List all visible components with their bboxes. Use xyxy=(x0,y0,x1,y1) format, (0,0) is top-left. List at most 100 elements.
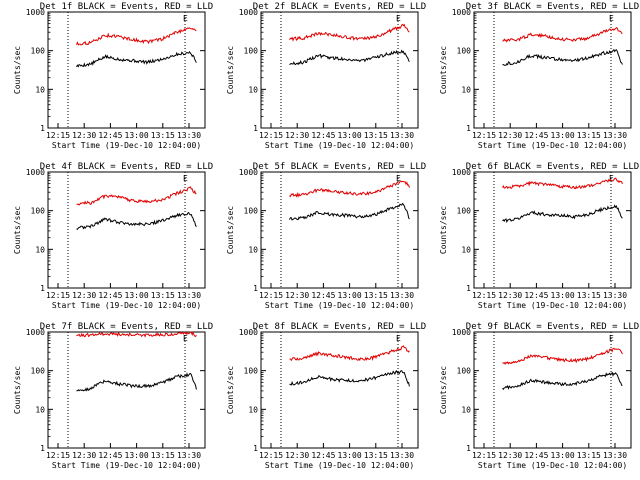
x-tick-label: 12:30 xyxy=(498,131,522,140)
lld-series-line xyxy=(289,180,410,198)
x-tick-label: 12:45 xyxy=(524,451,548,460)
plot-frame xyxy=(47,11,206,129)
y-tick-label: 10 xyxy=(461,245,471,254)
events-series-line xyxy=(76,50,197,68)
x-tick-label: 13:00 xyxy=(125,451,149,460)
x-tick-label: 13:30 xyxy=(177,131,201,140)
x-tick-label: 13:00 xyxy=(551,451,575,460)
y-tick-label: 1000 xyxy=(26,8,45,17)
x-tick-label: 13:15 xyxy=(577,451,601,460)
y-tick-label: 1000 xyxy=(239,328,258,337)
y-tick-label: 1000 xyxy=(26,328,45,337)
x-tick-label: 13:15 xyxy=(151,291,175,300)
lld-series-line xyxy=(76,331,197,338)
x-tick-label: 13:00 xyxy=(551,291,575,300)
marker-label: E xyxy=(609,334,614,343)
y-tick-label: 1 xyxy=(253,124,258,133)
y-axis-label: Counts/sec xyxy=(439,46,448,94)
x-axis-label: Start Time (19-Dec-10 12:04:00) xyxy=(478,461,627,470)
x-axis-label: Start Time (19-Dec-10 12:04:00) xyxy=(478,301,627,310)
lld-series-line xyxy=(76,186,197,206)
x-tick-label: 12:15 xyxy=(472,291,496,300)
y-tick-label: 1000 xyxy=(452,328,471,337)
x-axis-label: Start Time (19-Dec-10 12:04:00) xyxy=(265,301,414,310)
y-tick-label: 1000 xyxy=(26,168,45,177)
x-axis-label: Start Time (19-Dec-10 12:04:00) xyxy=(52,461,201,470)
y-axis-label: Counts/sec xyxy=(226,46,235,94)
x-tick-label: 13:15 xyxy=(364,451,388,460)
chart-title: Det 5f BLACK = Events, RED = LLD xyxy=(253,162,426,172)
detector-chart: Det 3f BLACK = Events, RED = LLD 1 10 100 10… xyxy=(439,2,639,150)
lld-series-line xyxy=(502,347,623,366)
lld-series-line xyxy=(502,177,623,190)
y-tick-label: 10 xyxy=(35,405,45,414)
x-tick-label: 13:15 xyxy=(577,131,601,140)
y-tick-label: 100 xyxy=(31,47,46,56)
marker-label: E xyxy=(396,174,401,183)
x-tick-label: 13:15 xyxy=(364,131,388,140)
marker-label: E xyxy=(396,14,401,23)
x-tick-label: 13:30 xyxy=(390,291,414,300)
detector-chart: Det 1f BLACK = Events, RED = LLD 1 10 100 10… xyxy=(13,2,213,150)
y-tick-label: 100 xyxy=(457,207,472,216)
y-tick-label: 1 xyxy=(253,444,258,453)
chart-title: Det 4f BLACK = Events, RED = LLD xyxy=(40,162,213,172)
x-tick-label: 12:15 xyxy=(46,131,70,140)
x-tick-label: 13:00 xyxy=(551,131,575,140)
y-tick-label: 1000 xyxy=(239,8,258,17)
lld-series-line xyxy=(502,27,623,43)
x-tick-label: 12:30 xyxy=(72,131,96,140)
lld-series-line xyxy=(76,27,197,46)
y-tick-label: 1 xyxy=(466,444,471,453)
y-tick-label: 1 xyxy=(40,444,45,453)
x-tick-label: 12:45 xyxy=(524,131,548,140)
events-series-line xyxy=(289,202,410,221)
x-tick-label: 12:30 xyxy=(72,451,96,460)
y-tick-label: 100 xyxy=(244,207,259,216)
detector-chart: Det 2f BLACK = Events, RED = LLD 1 10 100 10… xyxy=(226,2,426,150)
x-tick-label: 13:30 xyxy=(603,451,627,460)
events-series-line xyxy=(502,48,623,66)
marker-label: E xyxy=(609,14,614,23)
events-series-line xyxy=(502,204,623,224)
y-axis-label: Counts/sec xyxy=(226,366,235,414)
y-tick-label: 10 xyxy=(248,405,258,414)
detector-panel: Det 1f BLACK = Events, RED = LLD 1 10 100 10… xyxy=(0,0,213,160)
events-series-line xyxy=(76,211,197,230)
y-tick-label: 10 xyxy=(461,85,471,94)
marker-label: E xyxy=(183,174,188,183)
x-tick-label: 12:45 xyxy=(98,451,122,460)
plot-frame xyxy=(47,331,206,449)
x-tick-label: 13:30 xyxy=(390,131,414,140)
y-tick-label: 10 xyxy=(248,85,258,94)
x-tick-label: 12:30 xyxy=(285,451,309,460)
x-tick-label: 12:15 xyxy=(259,291,283,300)
detector-panel: Det 8f BLACK = Events, RED = LLD 1 10 100 10… xyxy=(213,320,426,480)
x-axis-label: Start Time (19-Dec-10 12:04:00) xyxy=(478,141,627,150)
x-tick-label: 13:00 xyxy=(338,291,362,300)
plot-frame xyxy=(473,331,632,449)
detector-panel: Det 6f BLACK = Events, RED = LLD 1 10 100 10… xyxy=(426,160,639,320)
detector-panel: Det 9f BLACK = Events, RED = LLD 1 10 100 10… xyxy=(426,320,639,480)
detector-chart: Det 7f BLACK = Events, RED = LLD 1 10 100 10… xyxy=(13,322,213,470)
x-tick-label: 12:15 xyxy=(46,451,70,460)
detector-chart: Det 5f BLACK = Events, RED = LLD 1 10 100 10… xyxy=(226,162,426,310)
chart-title: Det 6f BLACK = Events, RED = LLD xyxy=(466,162,639,172)
x-axis-label: Start Time (19-Dec-10 12:04:00) xyxy=(52,301,201,310)
y-tick-label: 100 xyxy=(31,367,46,376)
x-tick-label: 13:30 xyxy=(390,451,414,460)
detector-panel: Det 7f BLACK = Events, RED = LLD 1 10 100 10… xyxy=(0,320,213,480)
x-axis-label: Start Time (19-Dec-10 12:04:00) xyxy=(265,461,414,470)
marker-label: E xyxy=(183,334,188,343)
y-tick-label: 1000 xyxy=(239,168,258,177)
y-tick-label: 100 xyxy=(244,367,259,376)
y-tick-label: 1 xyxy=(466,284,471,293)
detector-panel: Det 2f BLACK = Events, RED = LLD 1 10 100 10… xyxy=(213,0,426,160)
y-tick-label: 10 xyxy=(461,405,471,414)
chart-title: Det 3f BLACK = Events, RED = LLD xyxy=(466,2,639,12)
detector-chart: Det 8f BLACK = Events, RED = LLD 1 10 100 10… xyxy=(226,322,426,470)
x-tick-label: 12:45 xyxy=(311,131,335,140)
detector-panel: Det 5f BLACK = Events, RED = LLD 1 10 100 10… xyxy=(213,160,426,320)
x-axis-label: Start Time (19-Dec-10 12:04:00) xyxy=(52,141,201,150)
